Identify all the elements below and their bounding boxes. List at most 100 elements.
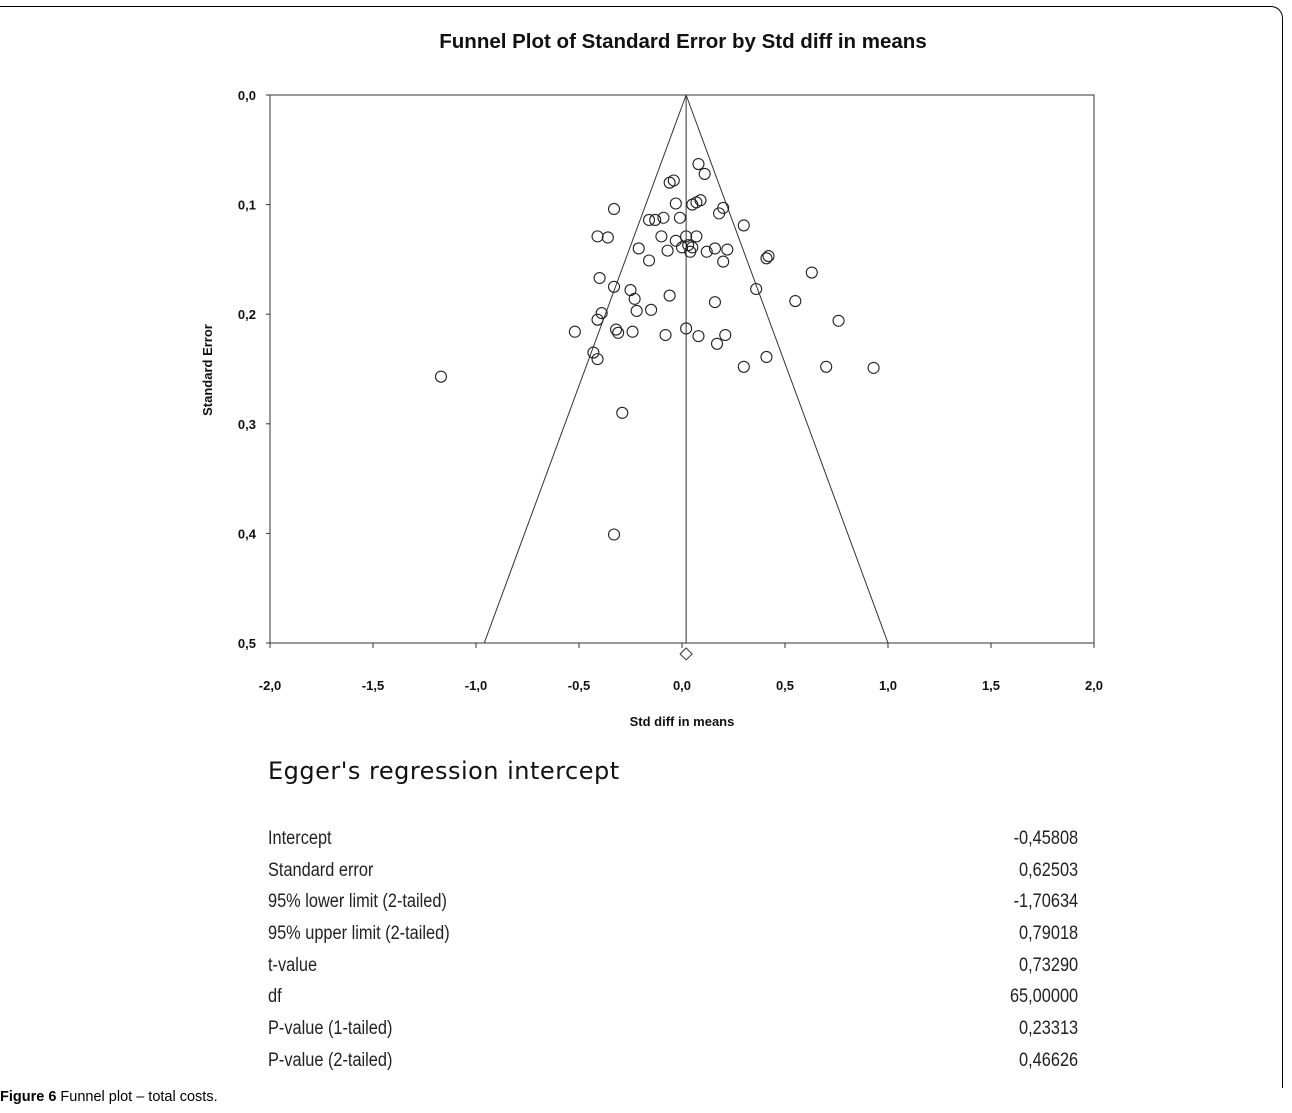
- study-point: [694, 194, 707, 207]
- study-point: [820, 360, 833, 373]
- study-point: [591, 313, 604, 326]
- study-point: [591, 353, 604, 366]
- study-point: [657, 211, 670, 224]
- funnel-plot: Funnel Plot of Standard Error by Std dif…: [200, 30, 1103, 729]
- study-point: [607, 202, 621, 216]
- study-point: [632, 242, 645, 255]
- study-point: [434, 370, 448, 383]
- x-axis: -2,0 -1,5 -1,0 -0,5 0,0 0,5 1,0 1,5 2,0: [259, 643, 1103, 693]
- y-axis: 0,0 0,1 0,2 0,3 0,4 0,5: [238, 88, 270, 651]
- stat-label: df: [268, 986, 282, 1008]
- study-point: [568, 325, 581, 338]
- study-point: [626, 325, 639, 338]
- stat-value: -1,70634: [1013, 891, 1079, 913]
- study-point: [616, 406, 629, 419]
- x-tick-label: -2,0: [259, 678, 281, 693]
- stat-row-t-value: t-value 0,73290: [268, 950, 1078, 982]
- y-tick-label: 0,1: [238, 198, 256, 213]
- study-point: [708, 242, 722, 255]
- stat-label: Intercept: [268, 828, 332, 849]
- study-point: [642, 213, 656, 226]
- study-point: [628, 292, 641, 305]
- stat-value: 0,46626: [1019, 1049, 1079, 1071]
- funnel-right-limit: [685, 94, 889, 644]
- study-point: [717, 255, 730, 268]
- study-points: [434, 157, 880, 541]
- study-point: [760, 252, 773, 265]
- egger-title: Egger's regression intercept: [268, 757, 620, 785]
- stat-value: 0,79018: [1019, 923, 1079, 945]
- stat-label: P-value (2-tailed): [268, 1049, 393, 1071]
- x-tick-label: 0,5: [776, 678, 794, 693]
- study-point: [591, 230, 604, 243]
- study-point: [655, 230, 668, 243]
- x-tick-label: 1,0: [879, 678, 897, 693]
- study-point: [667, 174, 680, 187]
- study-point: [692, 330, 705, 343]
- stat-row-lower-limit: 95% lower limit (2-tailed) -1,70634: [268, 886, 1078, 918]
- stat-label: t-value: [268, 954, 318, 976]
- stat-label: Standard error: [268, 859, 374, 881]
- x-tick-label: 1,5: [982, 678, 1000, 693]
- plot-area: [269, 94, 1095, 644]
- study-point: [805, 266, 818, 279]
- stat-row-p-two-tailed: P-value (2-tailed) 0,46626: [268, 1045, 1078, 1077]
- study-point: [750, 282, 763, 296]
- stat-row-intercept: Intercept -0,45808: [268, 823, 1078, 855]
- study-point: [659, 328, 672, 342]
- caption-text: Funnel plot – total costs.: [56, 1089, 218, 1105]
- study-point: [642, 254, 656, 267]
- y-tick-label: 0,0: [238, 88, 256, 103]
- stat-label: P-value (1-tailed): [268, 1018, 393, 1040]
- study-point: [649, 213, 662, 226]
- stat-value: 65,00000: [1009, 986, 1079, 1008]
- study-point: [630, 304, 643, 317]
- y-tick-label: 0,5: [238, 636, 256, 651]
- stat-label: 95% lower limit (2-tailed): [268, 891, 447, 913]
- x-tick-label: 2,0: [1085, 678, 1103, 693]
- stat-value: -0,45808: [1013, 828, 1079, 849]
- stat-value: 0,73290: [1019, 954, 1079, 976]
- study-point: [612, 326, 625, 339]
- study-point: [680, 322, 693, 335]
- egger-stats-table: Intercept -0,45808 Standard error 0,6250…: [268, 823, 1078, 1077]
- study-point: [700, 245, 713, 258]
- stat-row-df: df 65,00000: [268, 981, 1078, 1013]
- stat-row-p-one-tailed: P-value (1-tailed) 0,23313: [268, 1013, 1078, 1045]
- funnel-left-limit: [483, 94, 687, 644]
- study-point: [595, 307, 608, 320]
- study-point: [673, 211, 686, 224]
- x-axis-label: Std diff in means: [630, 714, 735, 729]
- chart-title: Funnel Plot of Standard Error by Std dif…: [439, 30, 926, 53]
- study-point: [680, 230, 693, 243]
- study-point: [762, 250, 775, 263]
- study-point: [607, 280, 621, 293]
- study-point: [867, 361, 880, 374]
- stat-value: 0,62503: [1019, 859, 1079, 881]
- x-tick-label: -0,5: [568, 678, 590, 693]
- study-point: [698, 167, 711, 180]
- study-point: [713, 207, 726, 220]
- study-point: [587, 346, 600, 359]
- study-point: [721, 243, 734, 256]
- funnel-lines: [483, 94, 889, 661]
- study-point: [593, 271, 606, 285]
- summary-diamond: [679, 647, 693, 661]
- study-point: [710, 337, 724, 350]
- study-point: [601, 231, 614, 244]
- study-point: [645, 303, 658, 316]
- stat-row-standard-error: Standard error 0,62503: [268, 855, 1078, 887]
- study-point: [684, 245, 697, 258]
- y-tick-label: 0,2: [238, 307, 256, 322]
- caption-label: Figure 6: [0, 1089, 57, 1105]
- stat-row-upper-limit: 95% upper limit (2-tailed) 0,79018: [268, 918, 1078, 950]
- study-point: [661, 244, 674, 257]
- study-point: [708, 296, 722, 309]
- study-point: [669, 197, 682, 210]
- study-point: [737, 360, 750, 373]
- study-point: [624, 284, 637, 297]
- figure-frame: [0, 6, 1283, 1088]
- y-axis-label: Standard Error: [200, 324, 215, 416]
- stat-label: 95% upper limit (2-tailed): [268, 923, 450, 945]
- study-point: [737, 219, 750, 232]
